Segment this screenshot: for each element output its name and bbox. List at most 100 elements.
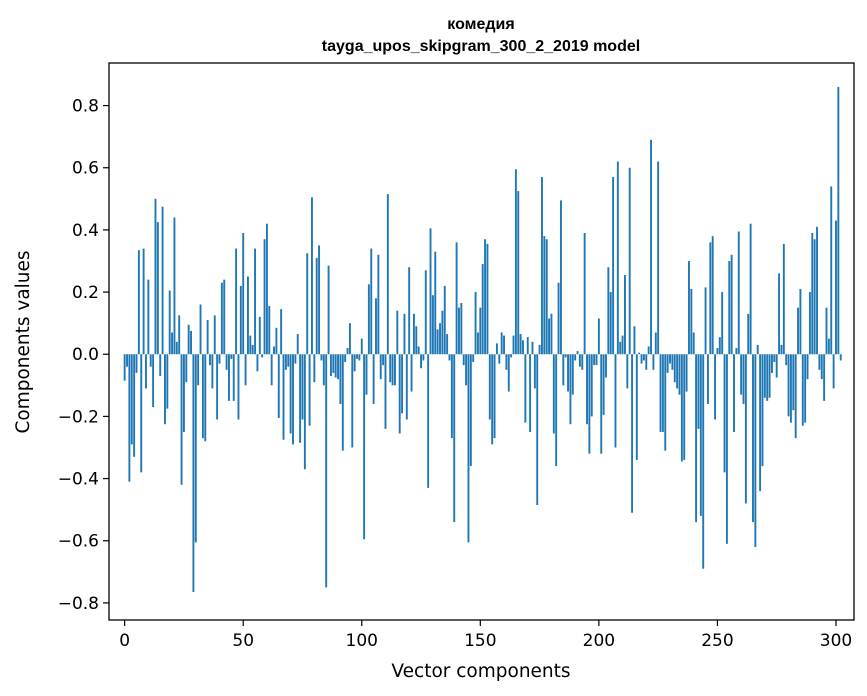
bar xyxy=(640,354,643,364)
bar xyxy=(213,315,216,355)
bar xyxy=(339,354,342,404)
bar xyxy=(261,354,264,358)
bar xyxy=(695,354,698,523)
bar xyxy=(344,354,347,363)
bar xyxy=(813,239,816,355)
y-tick-label: 0.0 xyxy=(72,345,99,365)
bar xyxy=(773,354,776,363)
bar xyxy=(725,354,728,544)
bar xyxy=(633,326,636,355)
bar xyxy=(754,354,757,547)
bar xyxy=(512,335,515,355)
bar xyxy=(816,226,818,355)
bar xyxy=(756,344,759,355)
bar xyxy=(154,198,157,355)
bar xyxy=(702,354,705,569)
bar xyxy=(505,354,508,370)
bar xyxy=(348,323,351,355)
bar xyxy=(794,354,797,439)
bar xyxy=(590,354,593,417)
bar xyxy=(602,354,605,415)
bar xyxy=(763,354,766,398)
bar xyxy=(441,310,444,355)
bar xyxy=(225,354,228,370)
bar xyxy=(661,354,664,432)
bar xyxy=(761,354,764,467)
bar xyxy=(247,276,249,355)
bar xyxy=(244,354,247,386)
bar xyxy=(149,354,152,367)
bar xyxy=(386,194,389,355)
bar xyxy=(159,354,162,376)
bar xyxy=(657,161,660,355)
bar xyxy=(192,354,195,593)
y-tick-label: 0.4 xyxy=(72,221,99,241)
bar xyxy=(680,354,683,462)
bar xyxy=(375,298,377,355)
y-tick-label: −0.4 xyxy=(58,470,99,490)
bar xyxy=(711,236,714,355)
bar xyxy=(436,329,439,355)
bar xyxy=(827,338,830,355)
bar xyxy=(315,257,318,355)
bar xyxy=(356,354,358,359)
y-axis: −0.8 −0.6 −0.4 −0.2 0.0 0.2 0.4 0.6 0.8 xyxy=(58,97,109,614)
bar xyxy=(806,354,809,380)
bar xyxy=(785,354,788,366)
bar xyxy=(787,354,790,417)
bar xyxy=(621,335,624,355)
bar xyxy=(443,285,446,355)
bar xyxy=(562,354,565,386)
bar xyxy=(583,233,586,355)
bar xyxy=(839,354,842,361)
y-tick-label: −0.6 xyxy=(58,532,99,552)
bar xyxy=(133,354,136,457)
bar xyxy=(830,186,833,355)
chart-title: комедия xyxy=(447,16,514,33)
bar xyxy=(239,285,242,355)
bar xyxy=(578,354,581,367)
bar xyxy=(434,251,437,355)
bar xyxy=(320,354,323,361)
bar xyxy=(669,354,671,364)
bar xyxy=(168,290,171,355)
bar xyxy=(384,354,387,429)
bar xyxy=(559,200,562,355)
bar xyxy=(631,354,634,513)
bar xyxy=(453,354,456,523)
bar xyxy=(306,253,309,355)
x-tick-label: 100 xyxy=(346,631,378,651)
bar xyxy=(175,341,178,355)
bar xyxy=(220,282,223,355)
bar xyxy=(270,354,273,386)
bar xyxy=(299,354,302,443)
bar xyxy=(467,354,470,543)
bar xyxy=(538,344,541,355)
bar xyxy=(692,332,695,355)
bar xyxy=(230,354,233,359)
bar xyxy=(688,261,690,355)
bar xyxy=(372,354,375,404)
bar xyxy=(394,354,396,386)
bar xyxy=(498,354,501,364)
bar xyxy=(529,354,532,432)
bar-series xyxy=(123,86,842,593)
bar xyxy=(263,239,266,355)
bar xyxy=(265,223,268,355)
bar xyxy=(346,348,349,355)
bar xyxy=(612,177,615,355)
bar xyxy=(823,354,826,401)
bar xyxy=(533,354,536,389)
bar xyxy=(524,354,527,423)
bar xyxy=(545,239,548,355)
bar xyxy=(332,354,335,373)
bar xyxy=(678,354,681,395)
bar xyxy=(396,310,399,355)
bar xyxy=(768,354,771,398)
bar xyxy=(137,250,140,355)
bar xyxy=(303,354,306,470)
bar xyxy=(576,351,579,355)
bar xyxy=(334,354,337,378)
bar xyxy=(327,265,330,355)
bar xyxy=(469,354,472,467)
